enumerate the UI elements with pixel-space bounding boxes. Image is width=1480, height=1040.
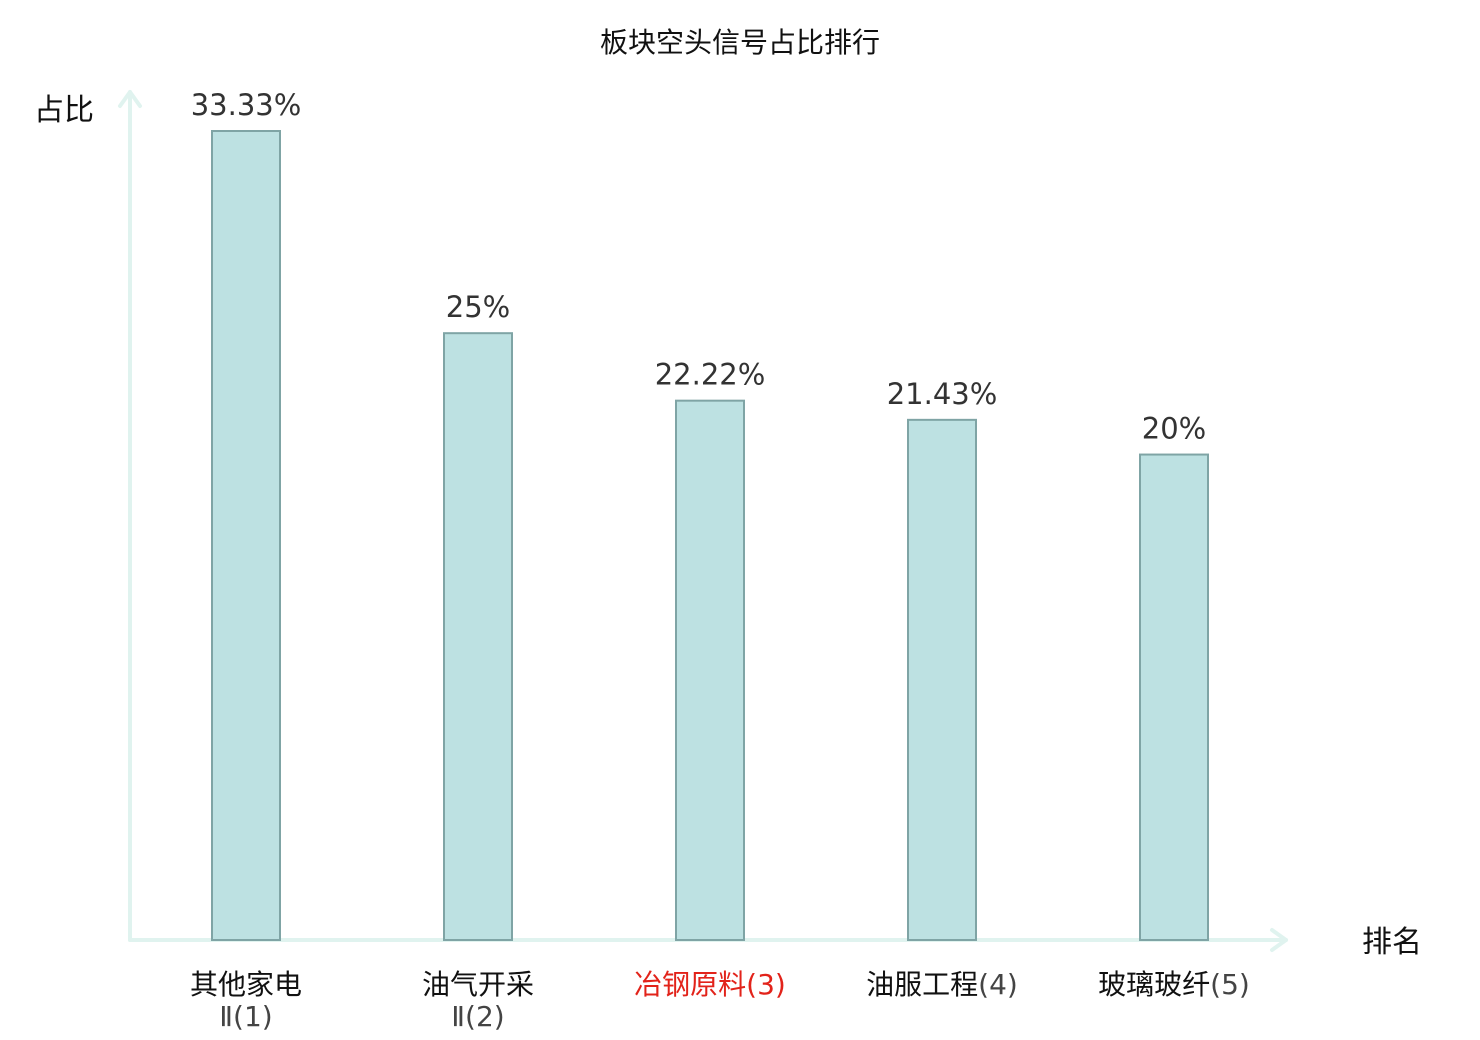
category-name: 油气开采	[422, 968, 534, 1001]
category-rank: (2)	[465, 1000, 505, 1033]
y-axis-arrow	[118, 90, 142, 108]
category-label: 油服工程(4)	[866, 968, 1018, 1001]
value-label: 21.43%	[887, 377, 998, 411]
category-name: 其他家电	[190, 968, 302, 1001]
category-suffix: Ⅱ	[219, 1000, 233, 1033]
category-name: 冶钢原料	[634, 968, 746, 1001]
category-label: 玻璃玻纤(5)	[1098, 968, 1250, 1001]
value-label: 33.33%	[191, 88, 302, 122]
bar	[907, 418, 977, 942]
x-axis-label: 排名	[1362, 925, 1422, 960]
category-label: 其他家电	[190, 968, 302, 1001]
y-axis-label: 占比	[34, 93, 94, 128]
bar	[1139, 453, 1209, 941]
category-rank: (4)	[978, 968, 1018, 1001]
bar	[675, 399, 745, 941]
category-rank: (5)	[1210, 968, 1250, 1001]
bars	[211, 130, 1209, 942]
bar	[211, 130, 281, 941]
category-suffix: Ⅱ	[451, 1000, 465, 1033]
category-label-line2: Ⅱ(2)	[451, 1000, 504, 1033]
category-label-line2: Ⅱ(1)	[219, 1000, 272, 1033]
category-label: 油气开采	[422, 968, 534, 1001]
category-name: 油服工程	[866, 968, 978, 1001]
category-label: 冶钢原料(3)	[634, 968, 786, 1001]
category-rank: (1)	[233, 1000, 273, 1033]
category-name: 玻璃玻纤	[1098, 968, 1210, 1001]
x-axis-arrow	[1270, 928, 1288, 952]
chart-title: 板块空头信号占比排行	[600, 26, 880, 59]
category-rank: (3)	[746, 968, 786, 1001]
value-label: 20%	[1142, 412, 1206, 446]
bar	[443, 332, 513, 941]
value-label: 25%	[446, 290, 510, 324]
value-labels: 33.33% 25% 22.22% 21.43% 20%	[191, 88, 1207, 446]
value-label: 22.22%	[655, 358, 766, 392]
